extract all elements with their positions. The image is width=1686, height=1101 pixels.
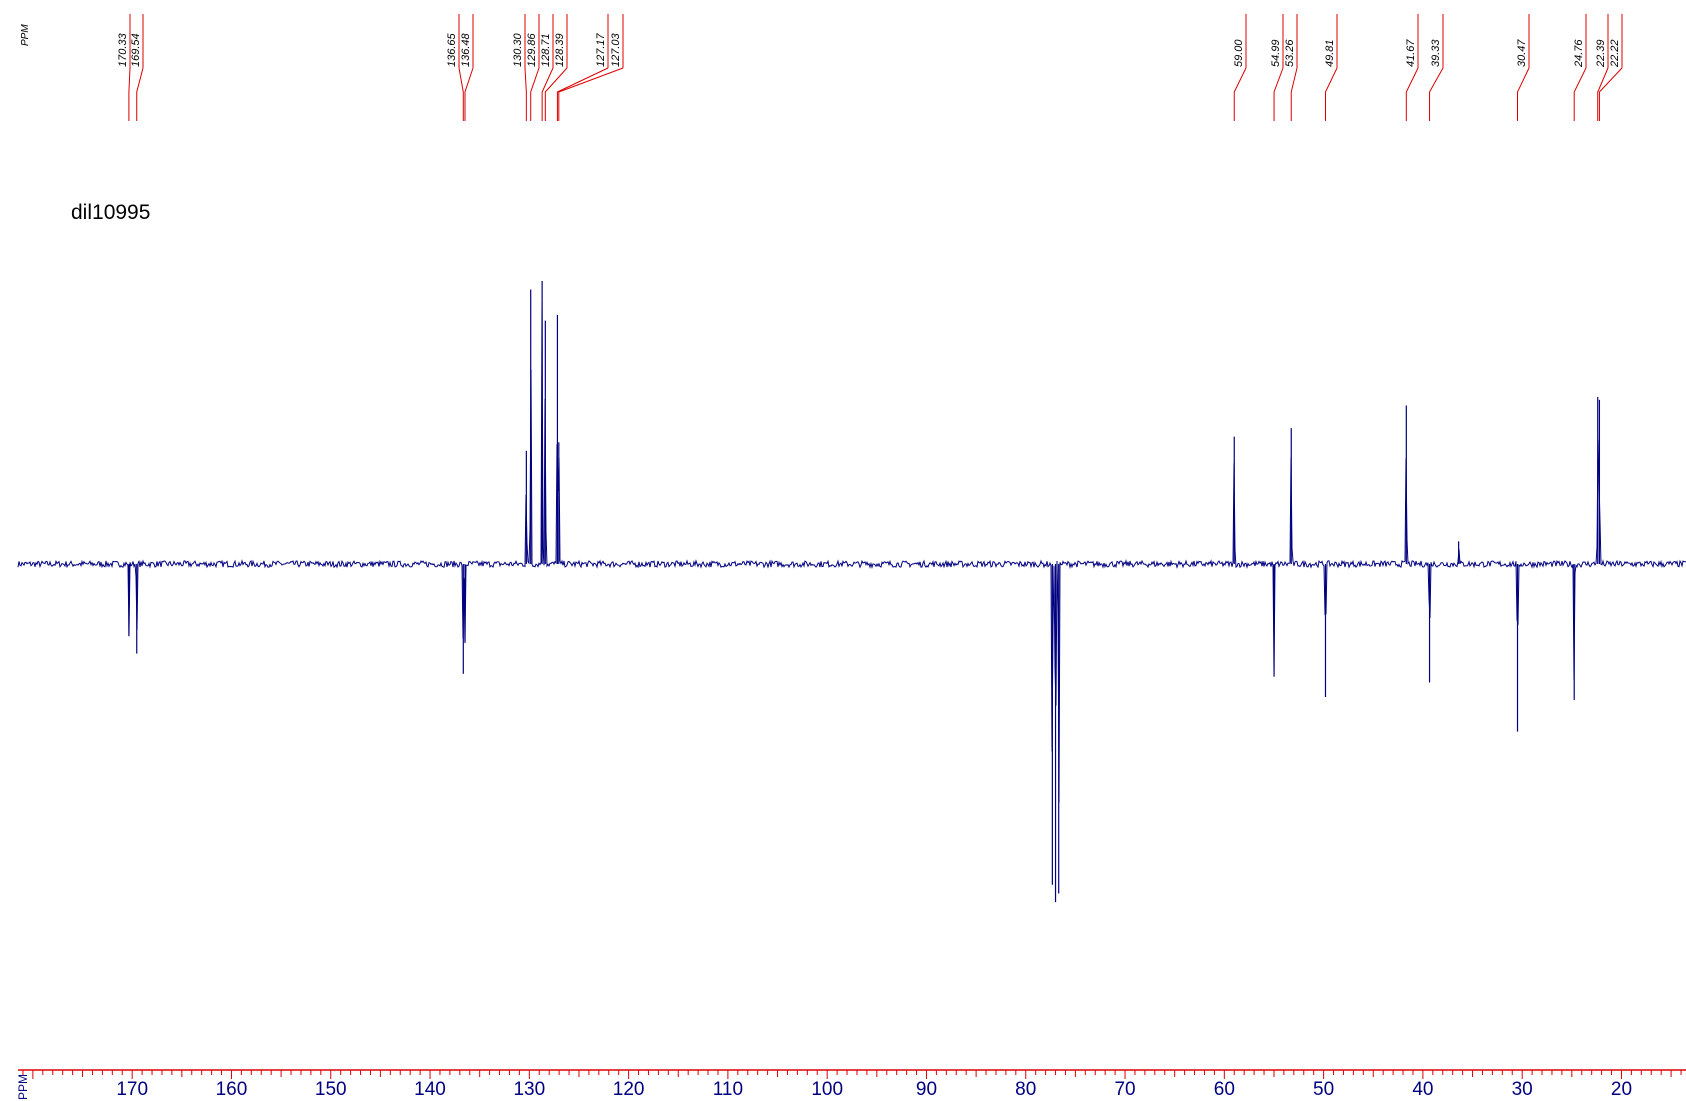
- svg-text:59.00: 59.00: [1233, 39, 1245, 67]
- x-tick-label: 70: [1114, 1079, 1135, 1100]
- peak-label: 54.99: [1270, 14, 1284, 121]
- svg-text:49.81: 49.81: [1324, 39, 1336, 67]
- x-axis: 170 160 150 140 130 120 110 100 90 80 70 60 50 40 30 20: [18, 1069, 1686, 1100]
- svg-text:170.33: 170.33: [117, 32, 129, 67]
- chart-title: dil10995: [71, 201, 150, 224]
- svg-text:54.99: 54.99: [1270, 39, 1282, 67]
- x-tick-label: 120: [613, 1079, 645, 1100]
- peak-label: 39.33: [1429, 14, 1444, 121]
- x-tick-label: 170: [116, 1079, 148, 1100]
- peak-label: 128.39: [544, 14, 568, 121]
- peak-label: 53.26: [1284, 14, 1298, 121]
- svg-text:24.76: 24.76: [1573, 39, 1585, 68]
- peak-label: 127.17: [556, 14, 609, 121]
- x-tick-label: 60: [1214, 1079, 1235, 1100]
- svg-text:136.48: 136.48: [460, 32, 472, 67]
- svg-text:53.26: 53.26: [1284, 39, 1296, 67]
- svg-text:130.30: 130.30: [512, 32, 524, 67]
- peak-label: 127.03: [558, 14, 624, 121]
- svg-text:127.17: 127.17: [595, 32, 607, 67]
- x-tick-label: 160: [216, 1079, 248, 1100]
- peak-label: 129.86: [526, 14, 540, 121]
- svg-text:39.33: 39.33: [1430, 39, 1442, 67]
- peak-label: 41.67: [1405, 14, 1419, 121]
- svg-text:128.71: 128.71: [540, 33, 552, 67]
- peak-mark-group: [128, 281, 1601, 903]
- x-tick-label: 130: [513, 1079, 545, 1100]
- svg-text:41.67: 41.67: [1405, 39, 1417, 67]
- svg-text:129.86: 129.86: [526, 32, 538, 67]
- x-tick-label: 40: [1412, 1079, 1433, 1100]
- svg-text:127.03: 127.03: [610, 32, 622, 67]
- svg-text:169.54: 169.54: [130, 33, 142, 67]
- svg-text:128.39: 128.39: [554, 33, 566, 67]
- peak-label: 136.48: [460, 14, 474, 121]
- peak-label-unit: PPM: [20, 24, 31, 46]
- x-tick-label: 30: [1512, 1079, 1533, 1100]
- x-tick-label: 90: [916, 1079, 937, 1100]
- peak-label: 49.81: [1324, 14, 1338, 121]
- peak-label: 169.54: [130, 14, 144, 121]
- x-axis-unit-label: PPM: [16, 1074, 30, 1100]
- svg-text:136.65: 136.65: [446, 32, 458, 67]
- x-tick-label: 140: [414, 1079, 446, 1100]
- peak-label-group: 170.33 169.54 136.65 136.48 130.30 129.86 128.…: [117, 14, 1623, 121]
- peak-label: 22.39: [1595, 14, 1609, 121]
- x-tick-label: 100: [811, 1079, 843, 1100]
- x-tick-label: 110: [713, 1079, 743, 1100]
- x-tick-label: 150: [315, 1079, 347, 1100]
- peak-label: 130.30: [512, 14, 527, 121]
- peak-label: 30.47: [1516, 14, 1530, 121]
- peak-label: 170.33: [117, 14, 131, 121]
- x-tick-label: 80: [1015, 1079, 1036, 1100]
- peak-label: 136.65: [446, 14, 464, 121]
- x-tick-label: 50: [1313, 1079, 1334, 1100]
- svg-text:22.39: 22.39: [1595, 39, 1607, 68]
- spectrum-trace: [17, 302, 1686, 803]
- peak-label: 59.00: [1233, 14, 1247, 121]
- peak-label: 24.76: [1573, 14, 1587, 121]
- peak-label: 128.71: [540, 14, 554, 121]
- peak-label: 22.22: [1598, 14, 1623, 121]
- x-tick-label: 20: [1611, 1079, 1632, 1100]
- svg-text:22.22: 22.22: [1609, 39, 1621, 68]
- svg-text:30.47: 30.47: [1516, 39, 1528, 67]
